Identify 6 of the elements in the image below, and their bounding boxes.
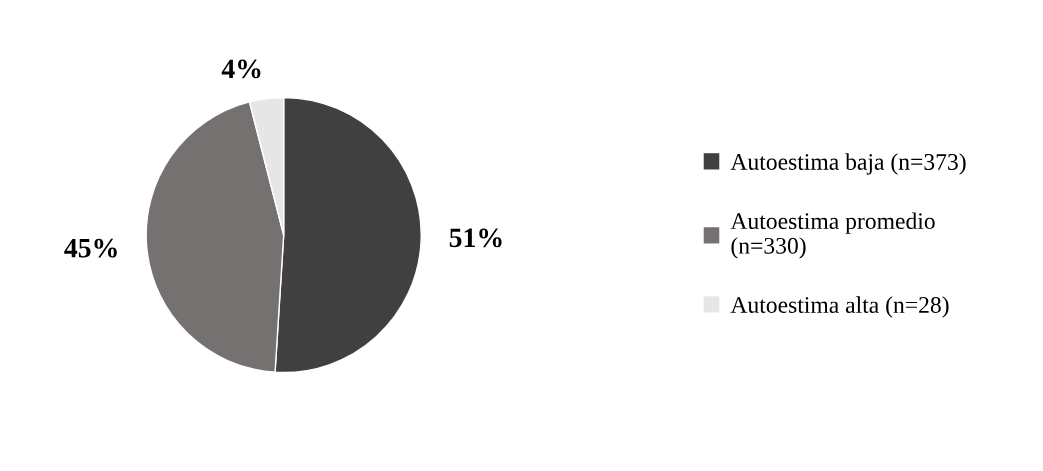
legend-label: Autoestima promedio (n=330) [730, 212, 935, 259]
legend-label: Autoestima alta (n=28) [730, 296, 949, 318]
data-label: 51% [449, 228, 502, 248]
data-label: 4% [221, 59, 261, 79]
data-label: 45% [64, 238, 117, 258]
legend-label: Autoestima baja (n=373) [730, 153, 966, 175]
